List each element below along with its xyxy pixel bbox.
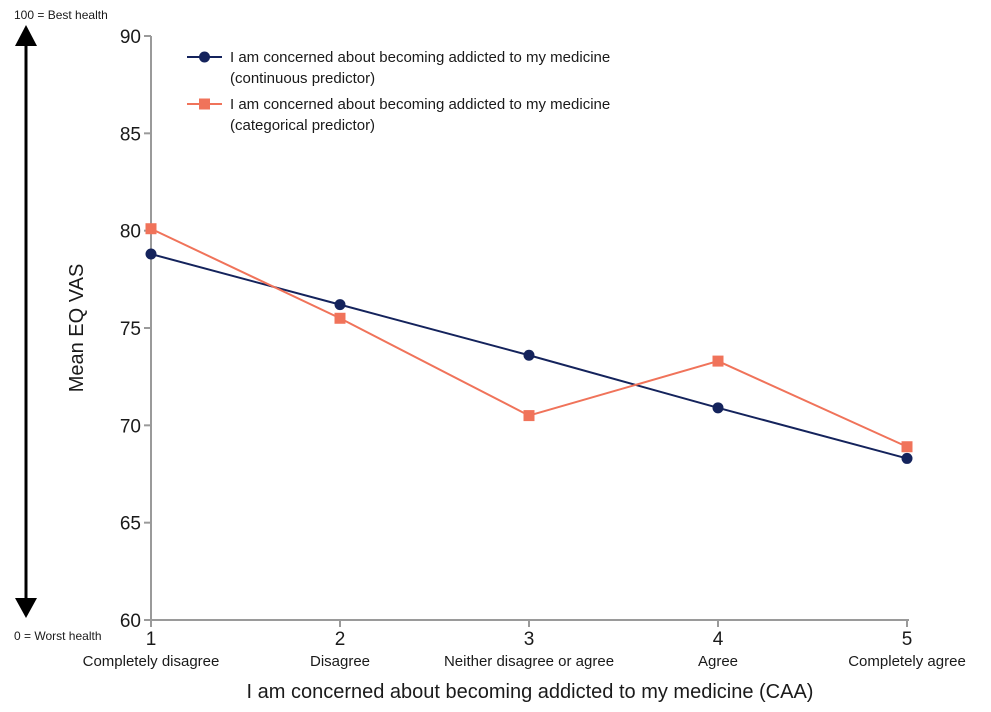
y-tick-label: 80 (120, 222, 141, 243)
y-tick-label: 90 (120, 27, 141, 48)
axes: 60 65 70 75 80 85 90 1 Completely disagree 2 Disa… (83, 27, 966, 670)
y-tick-label: 85 (120, 124, 141, 145)
data-point-square (901, 441, 913, 453)
x-category-label: Completely disagree (83, 653, 220, 670)
data-point-circle (712, 402, 724, 414)
data-point-circle (334, 299, 346, 311)
y-tick-label: 70 (120, 416, 141, 437)
legend-label: (categorical predictor) (230, 117, 375, 134)
x-tick-label: 5 (902, 629, 913, 650)
x-category-label: Disagree (310, 653, 370, 670)
x-category-label: Completely agree (848, 653, 966, 670)
data-point-square (334, 312, 346, 324)
worst-health-label: 0 = Worst health (14, 629, 102, 643)
legend-label: I am concerned about becoming addicted t… (230, 49, 610, 66)
x-tick-label: 1 (146, 629, 157, 650)
y-tick-label: 75 (120, 319, 141, 340)
x-axis-title: I am concerned about becoming addicted t… (247, 681, 814, 703)
y-tick-label: 65 (120, 514, 141, 535)
y-ticks: 60 65 70 75 80 85 90 (120, 27, 151, 632)
best-health-label: 100 = Best health (14, 8, 108, 22)
legend-label: I am concerned about becoming addicted t… (230, 96, 610, 113)
x-tick-label: 3 (524, 629, 535, 650)
health-scale-arrow: 100 = Best health 0 = Worst health (14, 8, 108, 643)
data-point-circle (523, 349, 535, 361)
x-tick-label: 4 (713, 629, 724, 650)
arrow-down-icon (15, 598, 37, 618)
arrow-up-icon (15, 25, 37, 46)
x-tick-label: 2 (335, 629, 346, 650)
y-axis-title: Mean EQ VAS (66, 264, 88, 393)
data-point-square (145, 223, 157, 235)
x-category-label: Agree (698, 653, 738, 670)
data-point-circle (145, 248, 157, 260)
legend-marker-circle (199, 51, 210, 63)
legend-label: (continuous predictor) (230, 70, 375, 87)
y-tick-label: 60 (120, 611, 141, 632)
x-category-label: Neither disagree or agree (444, 653, 614, 670)
series-layer (145, 223, 913, 464)
data-point-square (523, 410, 535, 422)
data-point-circle (901, 452, 913, 464)
data-point-square (712, 355, 724, 367)
x-ticks: 1 Completely disagree 2 Disagree 3 Neither di… (83, 620, 966, 670)
legend-marker-square (199, 98, 210, 110)
legend: I am concerned about becoming addicted t… (187, 49, 610, 134)
